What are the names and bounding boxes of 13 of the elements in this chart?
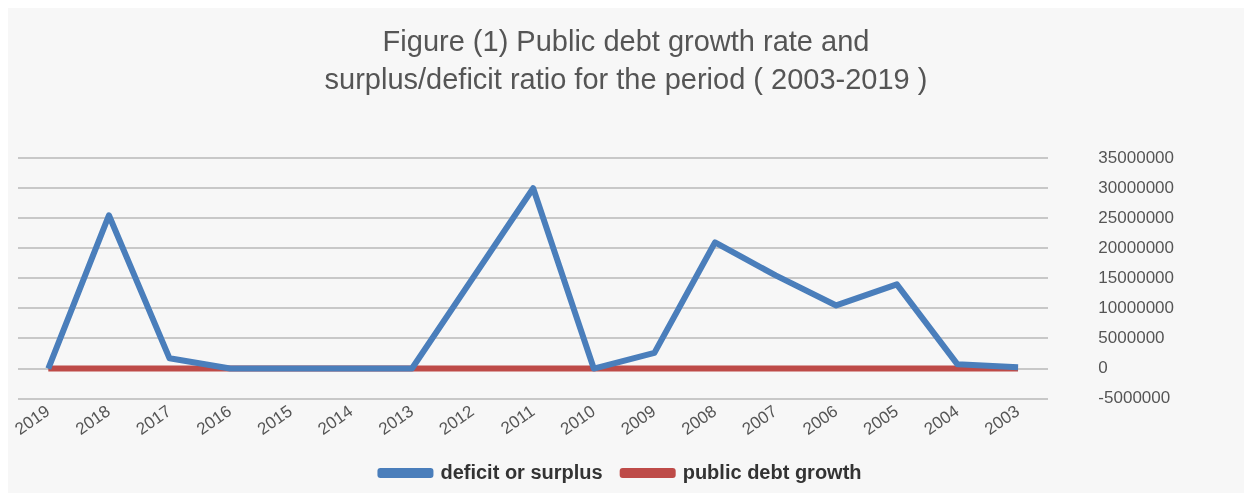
y-tick-label: 5000000 xyxy=(1098,328,1165,348)
legend-label: public debt growth xyxy=(682,460,862,483)
y-tick-label: -5000000 xyxy=(1098,388,1171,408)
chart-title: Figure (1) Public debt growth rate and surplus/deficit ratio for the period ( 2003-2019 ) xyxy=(323,24,929,97)
y-tick-label: 10000000 xyxy=(1098,298,1174,318)
y-tick-label: 30000000 xyxy=(1098,177,1174,197)
y-tick-label: 15000000 xyxy=(1098,268,1174,288)
y-tick-label: 35000000 xyxy=(1098,147,1174,167)
y-tick-label: 20000000 xyxy=(1098,238,1174,258)
x-tick-label: 2011 xyxy=(497,401,539,439)
y-tick-label: 25000000 xyxy=(1098,207,1174,227)
legend-label: deficit or surplus xyxy=(440,460,603,483)
y-tick-label: 0 xyxy=(1098,358,1108,378)
